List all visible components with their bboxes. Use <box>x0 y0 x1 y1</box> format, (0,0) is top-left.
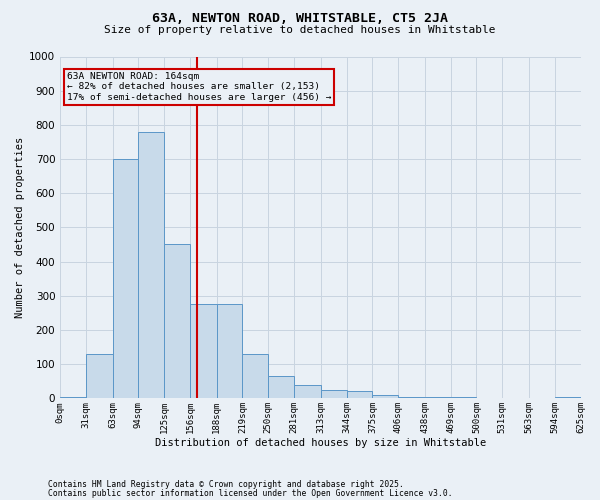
Text: Contains public sector information licensed under the Open Government Licence v3: Contains public sector information licen… <box>48 489 452 498</box>
Bar <box>373 395 398 398</box>
Bar <box>321 390 347 398</box>
Bar <box>217 304 242 398</box>
Bar <box>242 354 268 399</box>
Bar <box>60 396 86 398</box>
Text: Contains HM Land Registry data © Crown copyright and database right 2025.: Contains HM Land Registry data © Crown c… <box>48 480 404 489</box>
Bar <box>139 132 164 398</box>
Text: 63A NEWTON ROAD: 164sqm
← 82% of detached houses are smaller (2,153)
17% of semi: 63A NEWTON ROAD: 164sqm ← 82% of detache… <box>67 72 331 102</box>
Text: Size of property relative to detached houses in Whitstable: Size of property relative to detached ho… <box>104 25 496 35</box>
Bar <box>425 396 451 398</box>
Bar <box>554 396 581 398</box>
Y-axis label: Number of detached properties: Number of detached properties <box>15 137 25 318</box>
Bar <box>113 159 139 398</box>
Bar <box>268 376 294 398</box>
Bar <box>294 384 321 398</box>
Bar <box>190 304 217 398</box>
Bar <box>86 354 113 399</box>
Bar <box>164 244 190 398</box>
Bar <box>451 396 476 398</box>
Bar <box>347 392 373 398</box>
Text: 63A, NEWTON ROAD, WHITSTABLE, CT5 2JA: 63A, NEWTON ROAD, WHITSTABLE, CT5 2JA <box>152 12 448 26</box>
X-axis label: Distribution of detached houses by size in Whitstable: Distribution of detached houses by size … <box>155 438 486 448</box>
Bar <box>398 396 425 398</box>
